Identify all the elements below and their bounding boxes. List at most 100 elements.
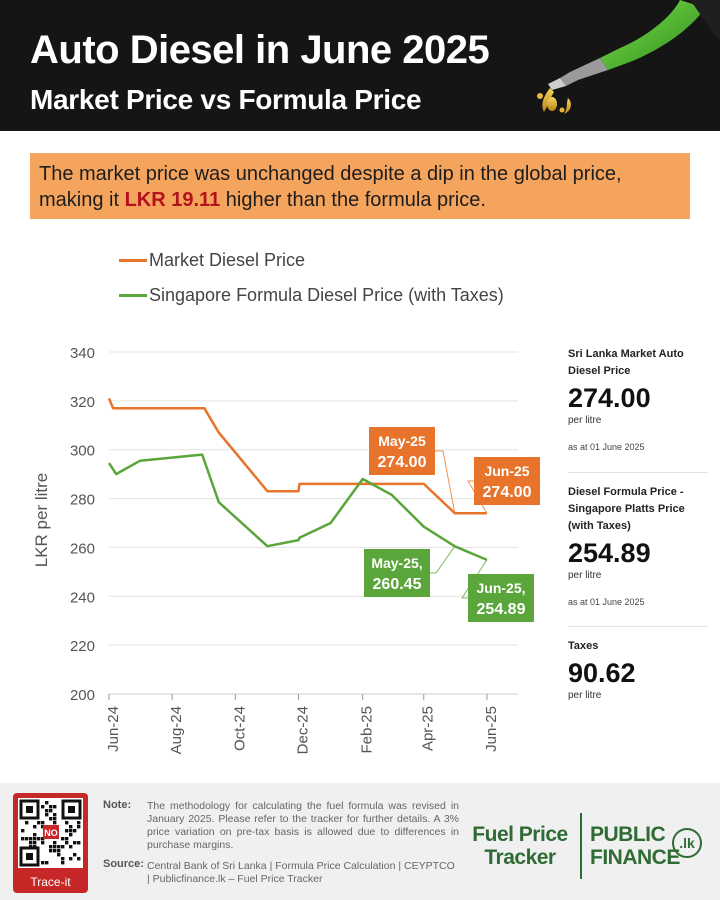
qr-module: [65, 841, 69, 845]
panel-taxes-unit: per litre: [568, 690, 602, 701]
legend-market: Market Diesel Price: [119, 248, 305, 272]
data-label: May-25, 260.45: [364, 546, 456, 597]
qr-module: [61, 861, 65, 865]
note-text: The methodology for calculating the fuel…: [147, 800, 459, 851]
qr-module: [61, 857, 65, 861]
x-tick-label: Jun-25: [483, 706, 500, 752]
data-label-value: 274.00: [378, 454, 427, 471]
brand-divider: [580, 813, 582, 879]
qr-module: [49, 805, 53, 809]
fuel-nozzle-icon: [537, 0, 720, 114]
legend-label-market: Market Diesel Price: [149, 249, 306, 270]
data-label-box: [468, 574, 534, 622]
qr-module: [25, 837, 29, 841]
source-label: Source:: [103, 858, 144, 870]
qr-module: [33, 825, 37, 829]
leader-line: [461, 559, 488, 599]
qr-module: [29, 841, 33, 845]
y-tick-label: 220: [70, 638, 95, 655]
note-label: Note:: [103, 799, 132, 811]
legend-swatch-market: [119, 258, 147, 262]
qr-module: [41, 805, 45, 809]
line-chart: 200 220 240 260 280 300 320 340 Jun-24 Aug-24 Oct-…: [32, 345, 540, 754]
qr-code-icon[interactable]: NO: [18, 798, 83, 868]
qr-module: [65, 821, 69, 825]
qr-module: [65, 837, 69, 841]
data-label-value: 254.89: [477, 601, 526, 618]
qr-module: [57, 845, 61, 849]
panel-formula: Diesel Formula Price - Singapore Platts …: [568, 484, 708, 609]
page-title: Auto Diesel in June 2025: [30, 28, 490, 72]
panel-divider: [568, 472, 708, 473]
x-tick-label: Dec-24: [294, 706, 311, 754]
qr-module: [21, 837, 25, 841]
qr-module: [25, 821, 29, 825]
qr-module: [33, 841, 37, 845]
qr-module: [77, 825, 81, 829]
header-banner: Auto Diesel in June 2025 Market Price vs…: [0, 0, 720, 131]
qr-module: [77, 857, 81, 861]
legend-swatch-formula: [119, 293, 147, 297]
qr-module: [77, 841, 81, 845]
fuel-price-tracker-logo: Fuel Price Tracker: [470, 823, 570, 869]
leader-line: [430, 546, 456, 574]
summary-text-end: higher than the formula price.: [220, 189, 486, 211]
qr-module: [49, 845, 53, 849]
data-label-date: Jun-25: [484, 463, 529, 479]
data-label-value: 274.00: [483, 484, 532, 501]
qr-module: [53, 841, 57, 845]
x-tick-label: Oct-24: [231, 706, 248, 751]
y-tick-label: 300: [70, 443, 95, 460]
data-label: May-25 274.00: [369, 427, 456, 514]
y-tick-label: 240: [70, 589, 95, 606]
brand1-line2: Tracker: [484, 846, 556, 869]
data-label: Jun-25 274.00: [467, 457, 540, 514]
legend-formula: Singapore Formula Diesel Price (with Tax…: [119, 283, 504, 307]
public-finance-logo: PUBLIC FINANCE: [590, 823, 680, 869]
brand1-line1: Fuel Price: [472, 823, 568, 846]
qr-module: [29, 845, 33, 849]
qr-module: [33, 833, 37, 837]
qr-module: [41, 821, 45, 825]
data-label: Jun-25, 254.89: [461, 559, 534, 622]
qr-module: [53, 821, 57, 825]
source-text: Central Bank of Sri Lanka | Formula Pric…: [147, 860, 455, 885]
qr-module: [73, 829, 77, 833]
qr-module: [49, 849, 53, 853]
panel-formula-unit: per litre: [568, 570, 602, 581]
x-tick-label: Jun-24: [105, 706, 122, 752]
summary-callout: The market price was unchanged despite a…: [30, 153, 690, 219]
qr-module: [49, 809, 53, 813]
qr-module: [37, 821, 41, 825]
qr-module: [69, 845, 73, 849]
qr-module: [69, 825, 73, 829]
qr-module: [53, 817, 57, 821]
x-tick-label: Feb-25: [359, 706, 376, 754]
y-tick-label: 200: [70, 687, 95, 704]
data-label-date: May-25,: [371, 555, 422, 571]
data-label-date: Jun-25,: [476, 580, 525, 596]
qr-module: [33, 837, 37, 841]
qr-module: [29, 837, 33, 841]
qr-module: [61, 837, 65, 841]
y-tick-label: 260: [70, 540, 95, 557]
qr-module: [45, 801, 49, 805]
x-tick-label: Aug-24: [168, 706, 185, 754]
data-label-value: 260.45: [373, 576, 422, 593]
panel-market: Sri Lanka Market Auto Diesel Price 274.0…: [568, 346, 708, 454]
qr-module: [41, 837, 45, 841]
lk-badge: .lk: [672, 828, 702, 858]
summary-text: The market price was unchanged despite a…: [39, 163, 622, 211]
x-tick-label: Apr-25: [420, 706, 437, 751]
brand2-line2: FINANCE: [590, 846, 680, 869]
data-label-box: [474, 457, 540, 505]
qr-module: [53, 813, 57, 817]
qr-module: [69, 833, 73, 837]
panel-divider: [568, 626, 708, 627]
data-label-box: [369, 427, 435, 475]
panel-formula-value: 254.89: [568, 538, 651, 568]
qr-module: [53, 805, 57, 809]
y-tick-label: 340: [70, 345, 95, 362]
qr-badge[interactable]: NO Trace-it: [13, 793, 88, 893]
qr-module: [37, 837, 41, 841]
